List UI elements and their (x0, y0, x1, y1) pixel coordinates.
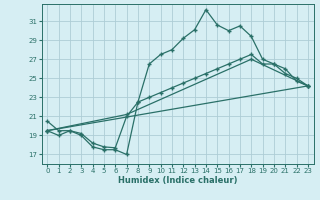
X-axis label: Humidex (Indice chaleur): Humidex (Indice chaleur) (118, 176, 237, 185)
